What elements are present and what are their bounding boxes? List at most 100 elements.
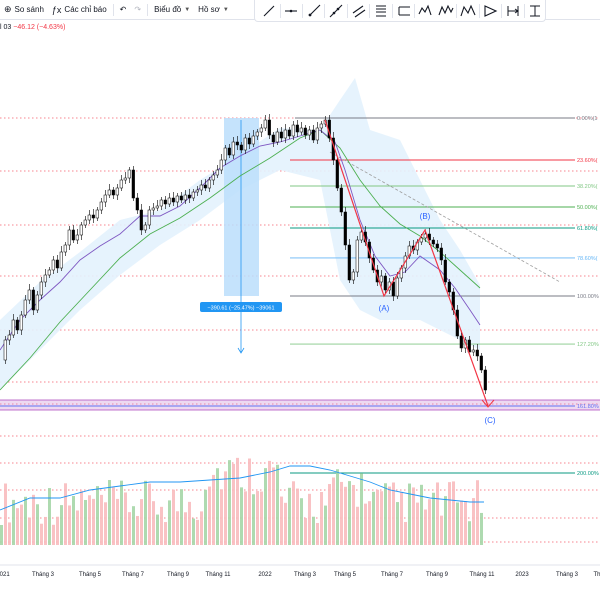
volume-bar [112, 487, 115, 545]
candle-down [163, 199, 167, 205]
legend-change: −46.12 (−4.63%) [13, 24, 66, 31]
profile-menu-button[interactable]: Hồ sơ ▼ [194, 0, 233, 20]
fib-retracement-tool[interactable] [371, 1, 391, 21]
candle-up [67, 229, 71, 246]
candle-up [255, 131, 259, 137]
candle-down [343, 211, 347, 246]
chart-menu-button[interactable]: Biểu đồ ▼ [150, 0, 194, 20]
wave-label-c: (C) [484, 416, 495, 425]
volume-bar [152, 501, 155, 545]
volume-bar [352, 484, 355, 545]
volume-bar [212, 474, 215, 545]
time-axis-label: Tháng 5 [334, 572, 357, 578]
candle-up [315, 127, 319, 141]
ray-tool[interactable] [304, 1, 324, 21]
undo-button[interactable]: ↶ [116, 0, 131, 20]
volume-bar [228, 460, 231, 545]
volume-bar [436, 482, 439, 545]
volume-bar [144, 480, 147, 545]
candle-down [135, 197, 139, 211]
triangle-pattern-tool[interactable] [481, 1, 501, 21]
horizontal-line-tool[interactable] [281, 1, 301, 21]
drawbar-divider [369, 3, 371, 18]
measure-label-box[interactable] [200, 302, 282, 312]
measure-label-text: −390.61 (−25.47%) −39061 [207, 306, 274, 312]
volume-bar [460, 500, 463, 545]
candle-down [483, 369, 487, 391]
volume-bar [92, 498, 95, 545]
trend-line-tool[interactable] [259, 1, 279, 21]
chevron-down-icon: ▼ [184, 6, 191, 13]
wave-abc-line[interactable] [324, 119, 489, 407]
volume-bar [52, 524, 55, 545]
chevron-down-icon: ▼ [222, 6, 229, 13]
price-range-measure[interactable]: −390.61 (−25.47%) −39061 [200, 118, 282, 354]
volume-bar [244, 491, 247, 545]
price-chart[interactable]: −390.61 (−25.47%) −39061 0.00%(1 23.60%(3… [0, 20, 600, 600]
indicators-button[interactable]: ƒx Các chỉ báo [48, 0, 111, 20]
parallel-channel-tool[interactable] [349, 1, 369, 21]
volume-bar [268, 460, 271, 545]
price-range-tool[interactable] [526, 1, 546, 21]
abc-wave-drawing[interactable]: (A) (B) (C) [324, 119, 496, 425]
candlestick-series [3, 114, 487, 394]
volume-bar [408, 483, 411, 545]
volume-bar [372, 491, 375, 545]
candle-down [447, 281, 451, 293]
trend-line-dashed[interactable] [329, 151, 561, 283]
candle-down [187, 194, 191, 199]
compare-button[interactable]: ⊕ So sánh [0, 0, 48, 20]
volume-bar [256, 491, 259, 545]
volume-bar [64, 483, 67, 545]
volume-bar [224, 471, 227, 545]
volume-bar [308, 493, 311, 545]
drawbar-divider [501, 3, 503, 18]
volume-bar [192, 518, 195, 545]
candle-up [35, 294, 39, 311]
volume-bar [116, 498, 119, 545]
volume-bar [120, 480, 123, 545]
volume-bar [416, 502, 419, 545]
candle-down [435, 243, 439, 249]
extended-line-icon [329, 4, 343, 17]
candle-down [235, 141, 239, 146]
candle-down [55, 259, 59, 269]
volume-bar [420, 484, 423, 545]
drawbar-divider [346, 3, 348, 18]
volume-bar [384, 483, 387, 545]
extended-line-tool[interactable] [326, 1, 346, 21]
volume-bar [220, 489, 223, 545]
drawing-toolbar [254, 0, 546, 22]
volume-bar [288, 487, 291, 545]
candle-up [291, 124, 295, 137]
redo-button[interactable]: ↷ [130, 0, 145, 20]
volume-bar [280, 496, 283, 545]
zigzag-tool[interactable] [436, 1, 456, 21]
volume-bar [104, 502, 107, 545]
volume-bar [12, 499, 15, 545]
volume-bar [348, 481, 351, 545]
date-range-tool[interactable] [503, 1, 523, 21]
elliott-wave-tool[interactable] [416, 1, 436, 21]
candle-down [179, 195, 183, 201]
candle-down [171, 197, 175, 203]
candle-down [287, 129, 291, 137]
volume-bar [368, 501, 371, 545]
candle-up [3, 339, 7, 361]
candle-down [443, 259, 447, 283]
candle-up [143, 224, 147, 231]
volume-bar [404, 521, 407, 545]
candle-up [103, 194, 107, 203]
horizontal-ray-tool[interactable] [394, 1, 414, 21]
candle-down [439, 247, 443, 261]
candle-down [347, 244, 351, 281]
volume-bar [340, 481, 343, 545]
candle-up [351, 271, 355, 281]
xabcd-pattern-tool[interactable] [458, 1, 478, 21]
volume-bar [284, 502, 287, 545]
fib-level-label: 0.00%(1 [577, 116, 598, 122]
volume-bar [240, 487, 243, 545]
candle-up [207, 179, 211, 189]
candle-up [319, 123, 323, 129]
candle-down [111, 189, 115, 196]
